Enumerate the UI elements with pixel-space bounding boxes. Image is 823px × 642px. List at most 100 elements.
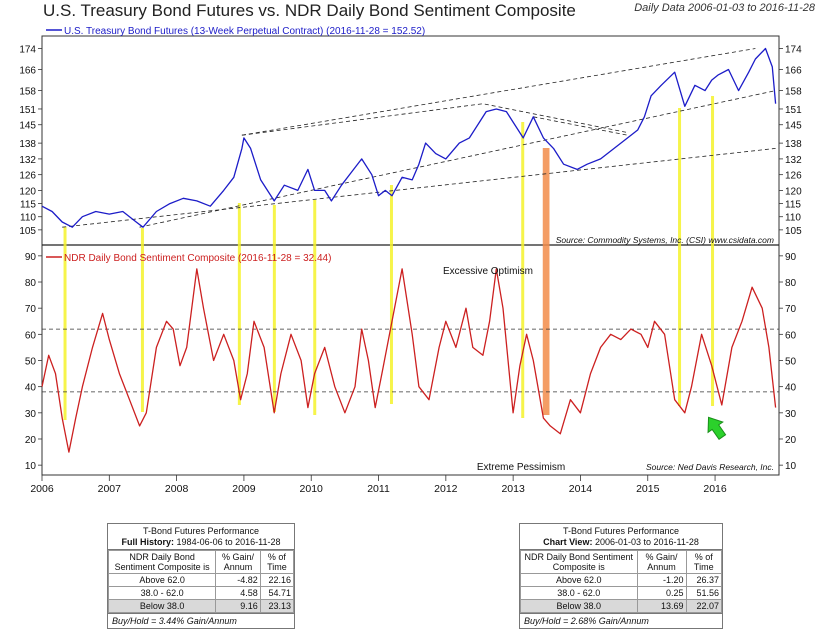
table-row: Below 38.0 13.69 22.07: [520, 599, 723, 613]
y-tick-label-left: 126: [19, 171, 36, 182]
col-header-sentiment: NDR Daily Bond Sentiment Composite is: [520, 550, 638, 574]
y-tick-label-right: 10: [785, 461, 797, 472]
legend-sentiment: NDR Daily Bond Sentiment Composite (2016…: [64, 253, 331, 264]
chart-title: U.S. Treasury Bond Futures vs. NDR Daily…: [43, 1, 576, 20]
series-line-bond-futures: [41, 47, 777, 228]
y-tick-label-left: 10: [25, 461, 37, 472]
y-tick-label-left: 80: [25, 278, 37, 289]
col-header-gain: % Gain/ Annum: [636, 550, 687, 574]
signal-bar: [678, 108, 682, 406]
chart-svg: 174 174 166 166 158 158 151 151 145 145 138 138 132 1…: [19, 26, 802, 495]
y-tick-label-right: 151: [785, 105, 802, 116]
signal-bar: [711, 96, 715, 406]
table-title: T-Bond Futures Performance: [142, 526, 260, 536]
chart-subtitle: Daily Data 2006-01-03 to 2016-11-28: [634, 2, 815, 14]
y-tick-label-right: 40: [785, 383, 797, 394]
y-tick-label-right: 120: [785, 186, 802, 197]
source-sentiment: Source: Ned Davis Research, Inc.: [646, 462, 774, 472]
table-range: 2006-01-03 to 2016-11-28: [594, 537, 699, 547]
y-tick-label-left: 132: [19, 155, 36, 166]
y-tick-label-left: 20: [25, 435, 37, 446]
x-tick-label: 2013: [501, 483, 525, 495]
annotation-extreme-pessimism: Extreme Pessimism: [477, 462, 565, 473]
trend-lines: [62, 48, 776, 228]
y-tick-label-left: 110: [20, 213, 36, 224]
trend-line: [241, 103, 628, 136]
signal-bar: [521, 122, 525, 418]
y-tick-label-right: 50: [785, 357, 797, 368]
x-tick-label: 2015: [636, 483, 660, 495]
signal-bars: [63, 96, 715, 420]
trend-line: [241, 48, 756, 136]
signal-bar: [542, 148, 550, 415]
x-tick-label: 2012: [434, 483, 458, 495]
x-tick-label: 2006: [30, 483, 54, 495]
table-row: 38.0 - 62.0 4.58 54.71: [107, 586, 295, 600]
y-tick-label-left: 158: [19, 87, 36, 98]
y-tick-label-right: 105: [785, 226, 802, 237]
signal-bar: [313, 200, 317, 415]
y-tick-label-right: 80: [785, 278, 797, 289]
y-tick-label-right: 145: [785, 121, 802, 132]
y-tick-label-left: 145: [19, 121, 36, 132]
y-tick-label-left: 90: [25, 252, 37, 263]
annotation-excessive-optimism: Excessive Optimism: [443, 266, 533, 277]
table-row: Above 62.0 -4.82 22.16: [107, 573, 295, 587]
table-footer: Buy/Hold = 3.44% Gain/Annum: [108, 613, 294, 628]
performance-table-chart-view: T-Bond Futures Performance Chart View: 2…: [519, 523, 723, 629]
x-tick-label: 2008: [165, 483, 189, 495]
col-header-sentiment: NDR Daily Bond Sentiment Composite is: [107, 550, 217, 574]
y-tick-label-right: 132: [785, 155, 802, 166]
y-tick-label-right: 158: [785, 87, 802, 98]
y-tick-label-left: 120: [19, 186, 36, 197]
series-line-sentiment: [41, 268, 777, 453]
y-tick-label-left: 105: [19, 226, 36, 237]
y-tick-label-right: 20: [785, 435, 797, 446]
y-tick-label-right: 166: [785, 66, 802, 77]
legend-bond: U.S. Treasury Bond Futures (13-Week Perp…: [64, 26, 425, 37]
table-row: Below 38.0 9.16 23.13: [107, 599, 295, 613]
table-row: Above 62.0 -1.20 26.37: [520, 573, 723, 587]
col-header-time: % of Time: [259, 550, 295, 574]
y-tick-label-right: 90: [785, 252, 797, 263]
table-range-label: Chart View:: [543, 537, 593, 547]
x-tick-label: 2016: [703, 483, 727, 495]
y-tick-label-right: 70: [785, 304, 797, 315]
table-row: 38.0 - 62.0 0.25 51.56: [520, 586, 723, 600]
y-tick-label-right: 138: [785, 139, 802, 150]
signal-bar: [389, 185, 393, 404]
signal-bar: [63, 227, 67, 420]
y-tick-label-right: 60: [785, 330, 797, 341]
y-tick-label-left: 50: [25, 357, 37, 368]
x-tick-label: 2007: [98, 483, 122, 495]
signal-bar: [140, 228, 144, 412]
y-tick-label-right: 174: [785, 45, 802, 56]
x-tick-label: 2010: [300, 483, 324, 495]
signal-bar: [237, 203, 241, 405]
y-tick-label-left: 166: [19, 66, 36, 77]
green-arrow-icon: [707, 416, 727, 441]
source-bond: Source: Commodity Systems, Inc. (CSI) ww…: [556, 235, 774, 245]
y-tick-label-right: 110: [785, 213, 801, 224]
x-tick-label: 2014: [569, 483, 593, 495]
y-tick-label-right: 30: [785, 409, 797, 420]
y-tick-label-left: 151: [19, 105, 36, 116]
col-header-gain: % Gain/ Annum: [215, 550, 261, 574]
trend-line: [62, 148, 776, 228]
trend-line: [533, 116, 628, 136]
y-tick-label-left: 60: [25, 330, 37, 341]
col-header-time: % of Time: [685, 550, 723, 574]
trend-line: [139, 90, 776, 228]
y-tick-label-right: 126: [785, 171, 802, 182]
y-tick-label-left: 40: [25, 383, 37, 394]
x-tick-label: 2011: [367, 483, 390, 495]
y-tick-label-left: 138: [19, 139, 36, 150]
y-tick-label-left: 174: [19, 45, 36, 56]
y-tick-label-left: 115: [20, 200, 36, 211]
table-range: 1984-06-06 to 2016-11-28: [176, 537, 281, 547]
table-footer: Buy/Hold = 2.68% Gain/Annum: [520, 613, 722, 628]
performance-table-full-history: T-Bond Futures Performance Full History:…: [107, 523, 295, 629]
x-tick-label: 2009: [232, 483, 256, 495]
y-tick-label-right: 115: [785, 200, 801, 211]
signal-bar: [272, 205, 276, 412]
